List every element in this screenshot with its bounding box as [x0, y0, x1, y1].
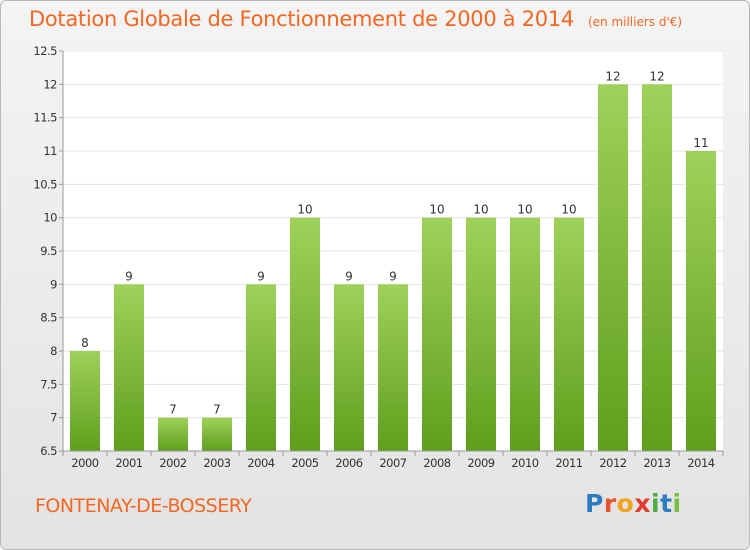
- bar-2006: [334, 284, 364, 451]
- bar-2009: [466, 217, 496, 451]
- x-tick-label-2008: 2008: [423, 456, 450, 470]
- y-tick-label: 8.5: [40, 311, 57, 325]
- bar-2007: [378, 284, 408, 451]
- commune-name: FONTENAY-DE-BOSSERY: [35, 495, 252, 517]
- x-tick-label-2005: 2005: [291, 456, 318, 470]
- bar-2011: [554, 217, 584, 451]
- y-tick-label: 10: [43, 211, 57, 225]
- x-tick-label-2011: 2011: [555, 456, 582, 470]
- x-tick-label-2009: 2009: [467, 456, 494, 470]
- bar-2012: [598, 84, 628, 451]
- y-tick-label: 6.5: [40, 444, 57, 458]
- y-tick-label: 12.5: [33, 44, 57, 58]
- logo-letter: x: [634, 489, 651, 518]
- y-tick-label: 10.5: [33, 177, 57, 191]
- logo-letter: P: [585, 489, 604, 518]
- data-label-2002: 7: [169, 403, 177, 417]
- chart-unit: (en milliers d'€): [587, 15, 683, 29]
- y-tick-label: 11.5: [33, 111, 57, 125]
- data-label-2004: 9: [257, 269, 265, 283]
- data-label-2013: 12: [649, 69, 664, 83]
- bar-2000: [70, 351, 100, 451]
- data-label-2012: 12: [605, 69, 620, 83]
- bar-2008: [422, 217, 452, 451]
- data-label-2009: 10: [473, 203, 488, 217]
- x-tick-label-2006: 2006: [335, 456, 362, 470]
- x-tick-label-2014: 2014: [687, 456, 714, 470]
- y-tick-label: 12: [43, 77, 57, 91]
- x-tick-label-2002: 2002: [159, 456, 186, 470]
- bar-2003: [202, 417, 232, 451]
- logo-letter: i: [672, 489, 682, 518]
- data-label-2006: 9: [345, 269, 353, 283]
- x-tick-label-2007: 2007: [379, 456, 406, 470]
- logo-letter: o: [616, 489, 635, 518]
- x-tick-label-2012: 2012: [599, 456, 626, 470]
- x-tick-label-2013: 2013: [643, 456, 670, 470]
- chart-title-text: Dotation Globale de Fonctionnement de 20…: [29, 7, 574, 31]
- data-label-2001: 9: [125, 269, 133, 283]
- data-label-2005: 10: [297, 203, 312, 217]
- x-tick-label-2004: 2004: [247, 456, 274, 470]
- chart-title: Dotation Globale de Fonctionnement de 20…: [29, 7, 682, 31]
- bar-2004: [246, 284, 276, 451]
- bars-group: 8 9 7 7 9 10 9 9 10 10 10 10 12 12 11: [70, 69, 716, 451]
- data-label-2010: 10: [517, 203, 532, 217]
- logo-letter: r: [603, 489, 617, 518]
- data-label-2007: 9: [389, 269, 397, 283]
- data-label-2014: 11: [693, 136, 708, 150]
- bar-2005: [290, 217, 320, 451]
- y-tick-label: 7.5: [40, 377, 57, 391]
- logo-letter: i: [651, 489, 661, 518]
- x-tick-label-2000: 2000: [71, 456, 98, 470]
- bar-2014: [686, 151, 716, 451]
- bar-2001: [114, 284, 144, 451]
- axes-group: 6.5 7 7.5 8 8.5 9 9.5 10 10.5 11 11.5 12 12.5 2000 200…: [33, 44, 724, 470]
- y-tick-label: 9: [50, 277, 57, 291]
- bar-2002: [158, 417, 188, 451]
- data-label-2008: 10: [429, 203, 444, 217]
- x-tick-label-2010: 2010: [511, 456, 538, 470]
- data-label-2000: 8: [81, 336, 89, 350]
- bar-2013: [642, 84, 672, 451]
- x-tick-label-2003: 2003: [203, 456, 230, 470]
- y-tick-label: 7: [50, 411, 57, 425]
- x-tick-label-2001: 2001: [115, 456, 142, 470]
- data-label-2011: 10: [561, 203, 576, 217]
- y-tick-label: 9.5: [40, 244, 57, 258]
- data-label-2003: 7: [213, 403, 221, 417]
- logo-letter: t: [660, 489, 673, 518]
- bar-2010: [510, 217, 540, 451]
- proxiti-logo: Proxiti: [585, 489, 682, 518]
- y-tick-label: 11: [43, 144, 57, 158]
- y-tick-label: 8: [50, 344, 57, 358]
